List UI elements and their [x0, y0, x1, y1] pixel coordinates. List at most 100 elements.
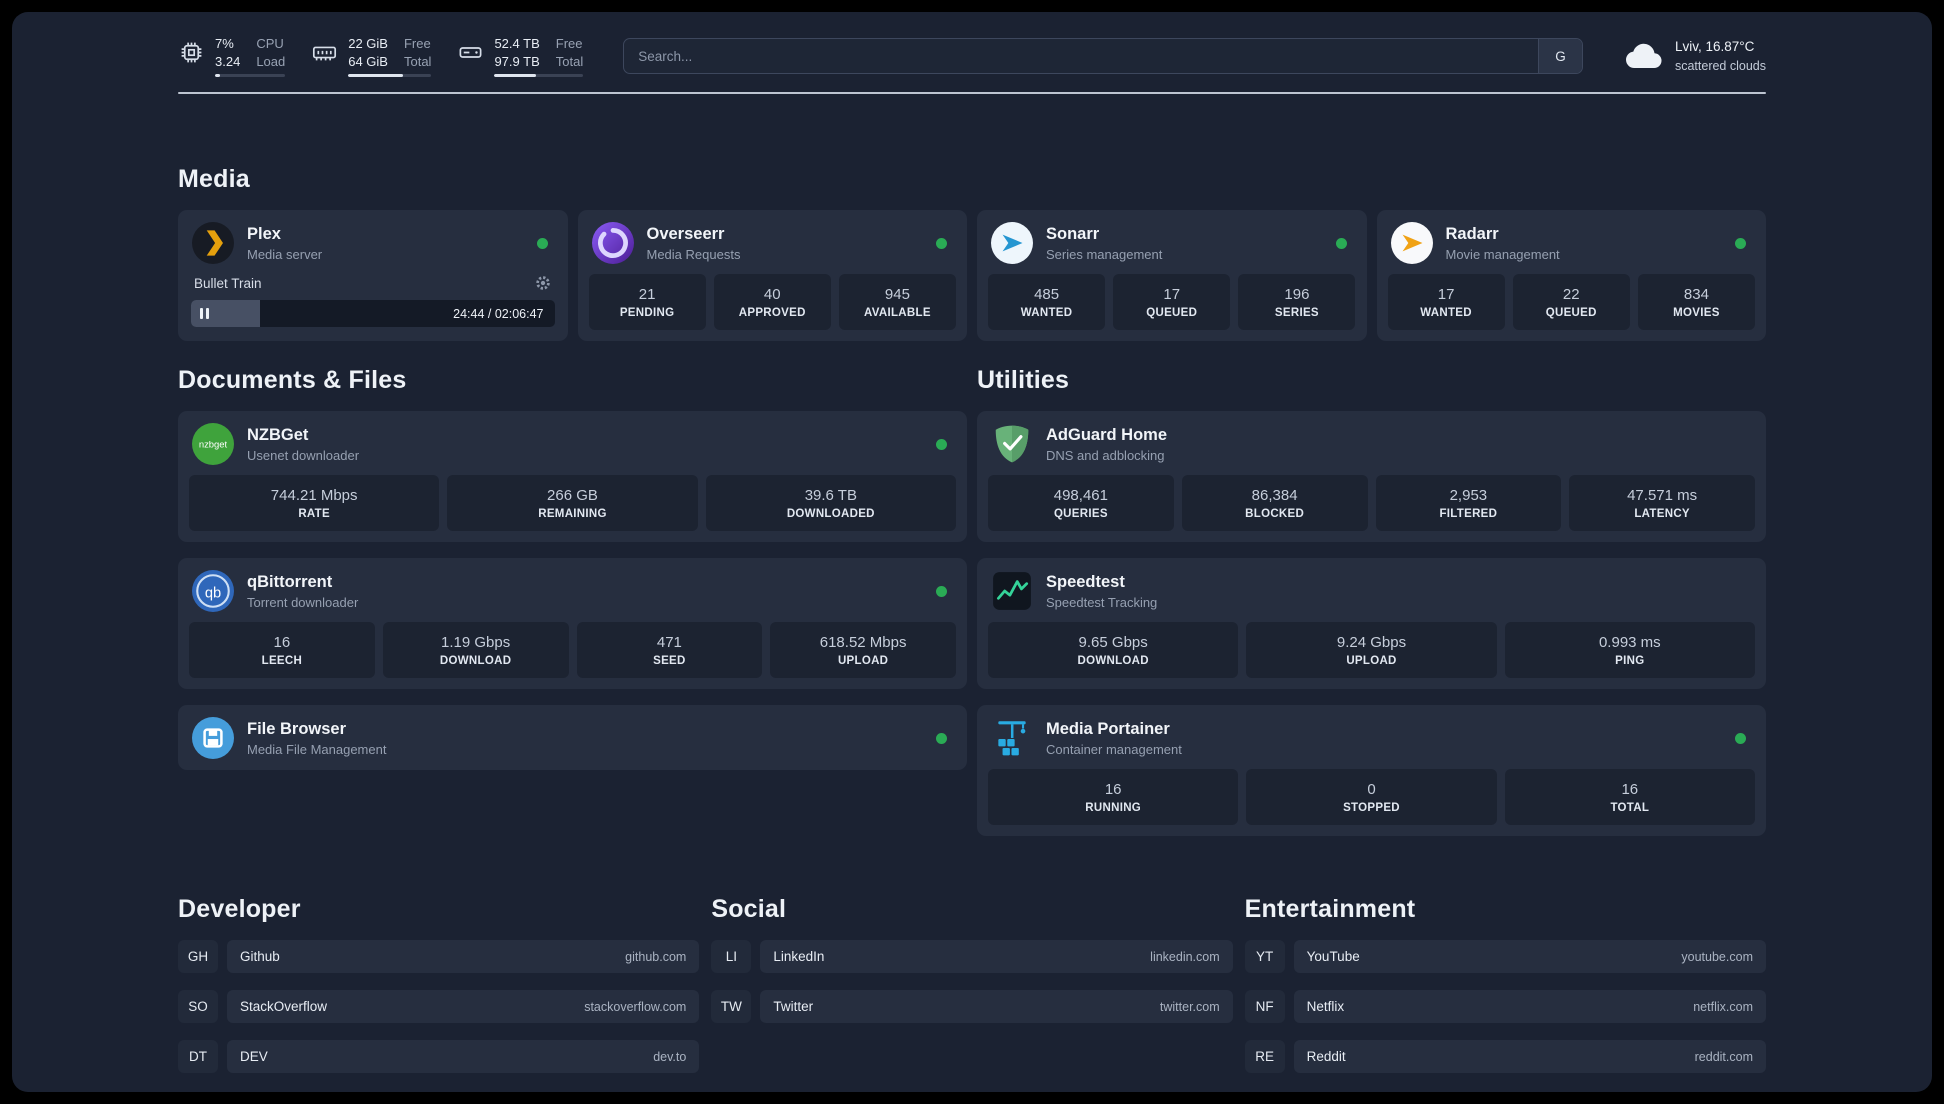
service-card-radarr[interactable]: Radarr Movie management 17 WANTED 22 QUEUED 83…: [1376, 210, 1766, 341]
stat-label: MOVIES: [1673, 306, 1720, 319]
status-online-dot: [1335, 237, 1347, 249]
bookmark-list: LI LinkedIn linkedin.com TW Twitter twitter.c…: [711, 940, 1233, 1023]
bookmark-link[interactable]: Netflix netflix.com: [1293, 990, 1766, 1023]
bookmark-name: Reddit: [1306, 1049, 1346, 1064]
stat-label: STOPPED: [1343, 801, 1400, 814]
section-title-media: Media: [178, 165, 250, 193]
stat-value: 16: [1104, 780, 1122, 798]
cpu-chip-icon: [178, 35, 205, 71]
service-name: Media Portainer: [1046, 720, 1170, 739]
stat-tile-queued: 17 QUEUED: [1113, 274, 1231, 330]
stat-value: 86,384: [1251, 486, 1298, 504]
service-card-nzbget[interactable]: nzbget NZBGet Usenet downloader 744.21 Mbps…: [178, 411, 967, 542]
stat-value: 22: [1562, 285, 1580, 303]
bookmark-link[interactable]: Github github.com: [227, 940, 700, 973]
service-description: Speedtest Tracking: [1046, 594, 1158, 610]
weather-location: Lviv, 16.87°C: [1674, 39, 1755, 55]
stat-label: LATENCY: [1634, 507, 1690, 520]
stat-value: 16: [273, 633, 291, 651]
pause-icon[interactable]: [200, 308, 209, 319]
bookmark-url: reddit.com: [1694, 1049, 1753, 1064]
service-card-speedtest[interactable]: Speedtest Speedtest Tracking 9.65 Gbps DOWN…: [977, 558, 1766, 689]
topbar: 7% 3.24 CPU Load 22 GiB: [178, 35, 1766, 78]
search-input[interactable]: [624, 48, 1538, 64]
service-header: Overseerr Media Requests: [589, 221, 957, 264]
disk-total-label: Total: [555, 53, 584, 69]
bookmark-group-entertainment: Entertainment YT YouTube youtube.com NF Netfl…: [1244, 894, 1766, 1073]
bookmark-abbr[interactable]: SO: [178, 990, 218, 1023]
adguard-icon: [991, 423, 1033, 465]
bookmark-link[interactable]: Reddit reddit.com: [1293, 1040, 1766, 1073]
service-card-overseerr[interactable]: Overseerr Media Requests 21 PENDING 40 APPROV…: [577, 210, 967, 341]
stat-value: 21: [638, 285, 656, 303]
bookmark-abbr[interactable]: RE: [1244, 1040, 1285, 1073]
service-titles: Sonarr Series management: [1046, 224, 1162, 262]
cpu-widget: 7% 3.24 CPU Load: [178, 35, 286, 78]
service-stats: 17 WANTED 22 QUEUED 834 MOVIES: [1387, 274, 1756, 330]
service-description: Media server: [247, 246, 323, 262]
service-description: Media File Management: [247, 741, 387, 757]
bookmark-link[interactable]: DEV dev.to: [227, 1040, 700, 1073]
stat-tile-rate: 744.21 Mbps RATE: [189, 475, 440, 531]
overseerr-icon: [591, 222, 634, 264]
bookmark-abbr[interactable]: TW: [711, 990, 752, 1023]
service-description: Media Requests: [646, 246, 741, 262]
search-bar: G: [623, 38, 1583, 74]
service-card-plex[interactable]: Plex Media server Bullet Train 24:44 / 02:0…: [178, 210, 568, 341]
service-card-sonarr[interactable]: Sonarr Series management 485 WANTED 17 QUEUED…: [977, 210, 1367, 341]
cpu-load-label: Load: [256, 53, 286, 69]
service-titles: NZBGet Usenet downloader: [247, 425, 359, 463]
service-titles: Plex Media server: [247, 224, 322, 262]
bookmark-abbr[interactable]: YT: [1244, 940, 1285, 973]
plex-icon: [192, 222, 234, 264]
bookmark-name: Twitter: [773, 999, 814, 1014]
bookmark-group-developer: Developer GH Github github.com SO StackOverfl…: [178, 894, 700, 1073]
service-card-file-browser[interactable]: File Browser Media File Management: [178, 705, 967, 770]
bookmark-abbr[interactable]: GH: [178, 940, 218, 973]
media-card-grid: Plex Media server Bullet Train 24:44 / 02:0…: [178, 210, 1766, 341]
bookmark-group-title: Social: [711, 895, 787, 923]
bookmark-link[interactable]: StackOverflow stackoverflow.com: [227, 990, 700, 1023]
playback-progress-bar[interactable]: 24:44 / 02:06:47: [191, 300, 555, 327]
service-description: Movie management: [1445, 246, 1560, 262]
stat-label: WANTED: [1420, 306, 1472, 319]
stat-label: LEECH: [261, 654, 303, 667]
bookmark-abbr[interactable]: DT: [178, 1040, 218, 1073]
stat-value: 834: [1683, 285, 1709, 303]
service-titles: Media Portainer Container management: [1046, 719, 1182, 757]
radarr-icon: [1390, 222, 1433, 264]
service-card-qbittorrent[interactable]: qb qBittorrent Torrent downloader 16 LEECH 1.…: [178, 558, 967, 689]
service-header: Radarr Movie management: [1388, 221, 1756, 264]
stat-value: 17: [1163, 285, 1181, 303]
service-stats: 16 RUNNING 0 STOPPED 16 TOTAL: [988, 769, 1755, 825]
stat-tile-latency: 47.571 ms LATENCY: [1569, 475, 1755, 531]
bookmark-abbr[interactable]: NF: [1244, 990, 1285, 1023]
bookmark-link[interactable]: YouTube youtube.com: [1293, 940, 1766, 973]
stat-tile-running: 16 RUNNING: [988, 769, 1239, 825]
service-stats: 485 WANTED 17 QUEUED 196 SERIES: [988, 274, 1356, 330]
service-description: DNS and adblocking: [1046, 447, 1165, 463]
search-provider-button[interactable]: G: [1537, 39, 1582, 73]
service-card-adguard-home[interactable]: AdGuard Home DNS and adblocking 498,461 QUE…: [977, 411, 1766, 542]
stat-label: APPROVED: [738, 306, 806, 319]
disk-free-label: Free: [555, 35, 583, 51]
stat-tile-downloaded: 39.6 TB DOWNLOADED: [705, 475, 956, 531]
status-online-dot: [1735, 237, 1746, 249]
bookmark-link[interactable]: Twitter twitter.com: [760, 990, 1233, 1023]
stat-tile-blocked: 86,384 BLOCKED: [1181, 475, 1368, 531]
service-card-media-portainer[interactable]: Media Portainer Container management 16 RUN…: [977, 705, 1766, 836]
status-online-dot: [936, 438, 947, 450]
bookmark-group-social: Social LI LinkedIn linkedin.com TW Twitter twi…: [711, 894, 1233, 1073]
stat-tile-leech: 16 LEECH: [189, 622, 375, 678]
bookmark-abbr[interactable]: LI: [711, 940, 752, 973]
dashboard-page: 7% 3.24 CPU Load 22 GiB: [12, 12, 1932, 1092]
bookmark-list: GH Github github.com SO StackOverflow stackov…: [178, 940, 700, 1073]
disk-free-value: 52.4 TB: [494, 35, 540, 51]
bookmark-link[interactable]: LinkedIn linkedin.com: [760, 940, 1233, 973]
settings-gear-icon[interactable]: [534, 274, 552, 292]
bookmarks-area: Developer GH Github github.com SO StackOverfl…: [178, 894, 1766, 1073]
bookmark-name: DEV: [240, 1049, 268, 1064]
stat-value: 40: [763, 285, 781, 303]
service-titles: AdGuard Home DNS and adblocking: [1046, 425, 1167, 463]
svg-text:qb: qb: [205, 585, 221, 601]
